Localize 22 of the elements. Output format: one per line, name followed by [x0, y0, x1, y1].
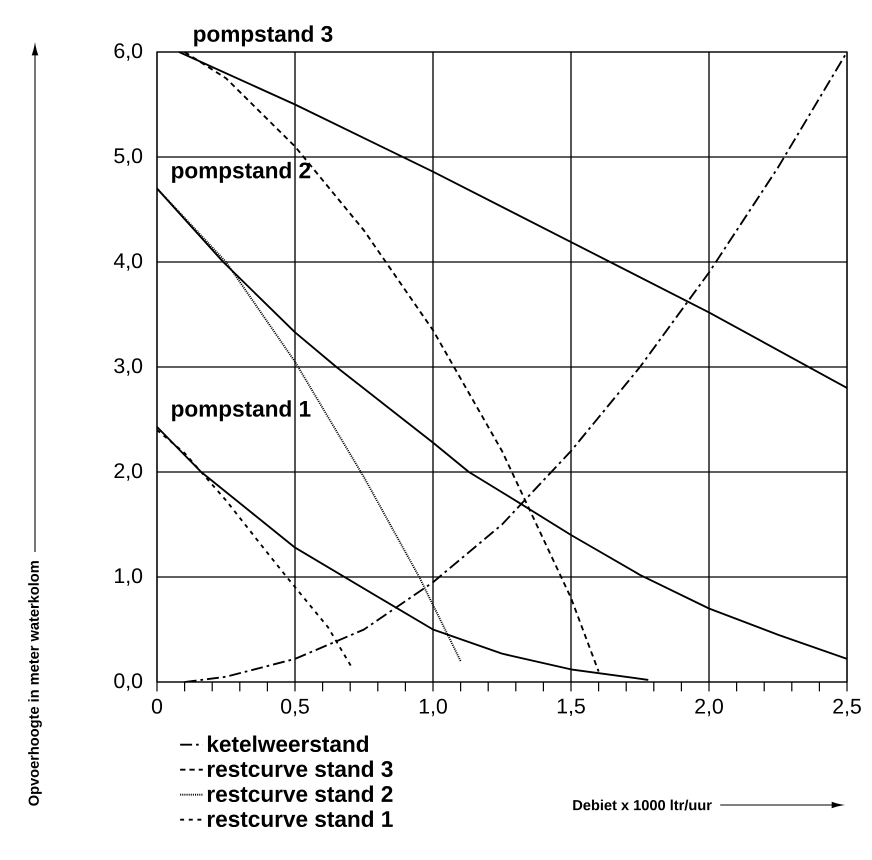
y-tick-label: 5,0: [114, 148, 142, 166]
x-tick-label: 2,0: [695, 698, 723, 716]
legend-label: ketelweerstand: [208, 735, 368, 752]
series-label: pompstand 3: [194, 25, 332, 46]
x-tick-label: 0,5: [281, 698, 309, 716]
x-tick-label: 0: [152, 698, 162, 714]
y-tick-label: 3,0: [114, 358, 142, 376]
text: Debiet x 1000 ltr/uur: [573, 800, 712, 810]
series-label: pompstand 1: [172, 400, 310, 422]
legend-label: restcurve stand 2: [208, 785, 392, 802]
legend-label: restcurve stand 1: [208, 810, 393, 828]
x-tick-label: 1,0: [420, 698, 447, 716]
y-tick-label: 4,0: [114, 253, 142, 271]
legend-label: restcurve stand 3: [208, 760, 393, 778]
x-tick-label: 2,5: [833, 698, 861, 716]
y-axis-title: Opvoerhoogte in meter waterkolom: [28, 561, 42, 806]
y-tick-label: 6,0: [114, 43, 142, 61]
y-tick-label: 2,0: [114, 463, 142, 481]
y-tick-label: 1,0: [115, 568, 142, 586]
x-tick-label: 1,5: [558, 698, 585, 716]
y-tick-label: 0,0: [114, 673, 142, 691]
series-label: pompstand 2: [172, 162, 310, 183]
